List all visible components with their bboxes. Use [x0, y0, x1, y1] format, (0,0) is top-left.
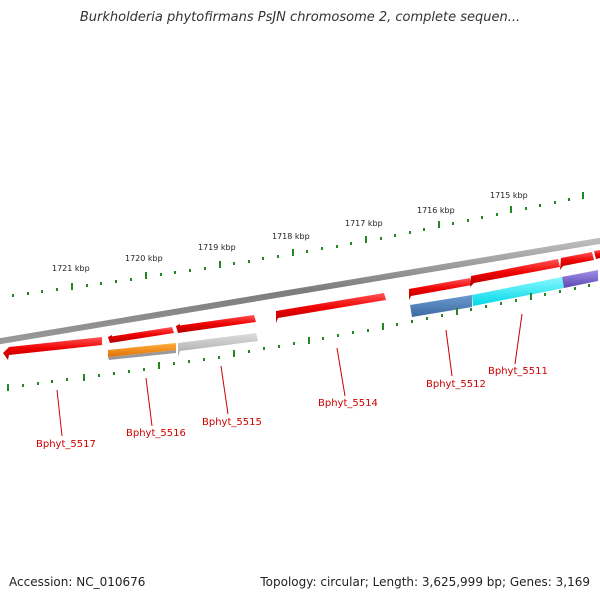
gene-arrow: [108, 327, 174, 343]
label-leaders: [56, 313, 523, 437]
gene-arrow: [108, 343, 176, 357]
gene-arrow: [176, 324, 180, 333]
scale-labels: 1721 kbp 1720 kbp 1719 kbp 1718 kbp 1717…: [52, 191, 528, 273]
scale-label: 1717 kbp: [345, 219, 383, 228]
gene-label[interactable]: Bphyt_5514: [318, 398, 378, 409]
scale-label: 1718 kbp: [272, 232, 310, 241]
gene-arrow: [3, 337, 102, 360]
gene-arrow: [108, 335, 112, 343]
accession-text: Accession: NC_010676: [9, 575, 146, 589]
scale-label: 1719 kbp: [198, 243, 236, 252]
reverse-strand-genes: [3, 270, 598, 360]
scale-label: 1720 kbp: [125, 254, 163, 263]
gene-label[interactable]: Bphyt_5516: [126, 428, 186, 439]
gene-arrow: [409, 278, 472, 300]
gene-arrow: [560, 252, 594, 270]
inner-scale-ticks: [7, 284, 590, 391]
gene-arrow: [178, 333, 258, 357]
gene-label[interactable]: Bphyt_5515: [202, 417, 262, 428]
forward-strand-genes: [108, 250, 600, 343]
gene-arrow: [562, 270, 598, 288]
map-title: Burkholderia phytofirmans PsJN chromosom…: [79, 10, 521, 25]
gene-arrow: [470, 259, 560, 287]
scale-label: 1715 kbp: [490, 191, 528, 200]
topology-summary: Topology: circular; Length: 3,625,999 bp…: [260, 575, 590, 589]
gene-label[interactable]: Bphyt_5511: [488, 366, 548, 377]
outer-scale-ticks: [12, 192, 584, 297]
scale-label: 1721 kbp: [52, 264, 90, 273]
gene-label[interactable]: Bphyt_5512: [426, 379, 486, 390]
chromosome-backbone: [0, 237, 600, 345]
gene-arrow: [594, 250, 600, 259]
gene-arrow: [176, 315, 256, 333]
gene-arrow: [108, 350, 176, 360]
gene-arrow: [410, 295, 472, 317]
scale-label: 1716 kbp: [417, 206, 455, 215]
gene-label[interactable]: Bphyt_5517: [36, 439, 96, 450]
gene-arrow: [472, 277, 564, 306]
gene-arrow: [276, 293, 386, 323]
gene-labels: Bphyt_5517 Bphyt_5516 Bphyt_5515 Bphyt_5…: [36, 366, 548, 450]
